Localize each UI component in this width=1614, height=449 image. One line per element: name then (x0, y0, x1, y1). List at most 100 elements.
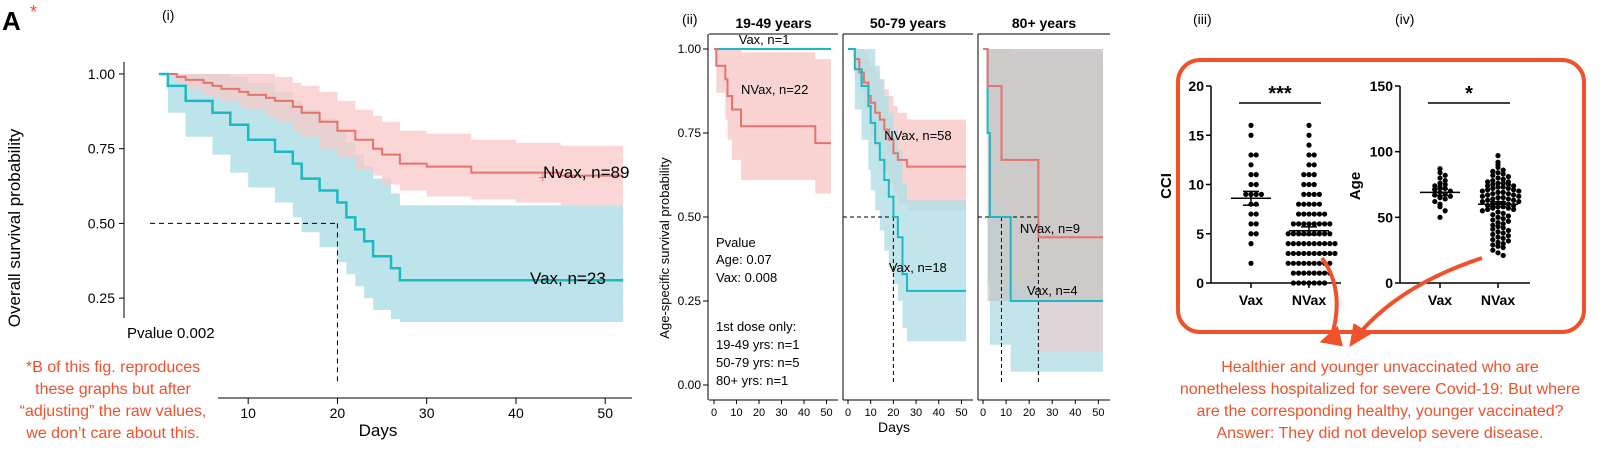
data-point (1495, 164, 1501, 171)
data-point (1253, 172, 1259, 178)
nvax-series-label: NVax, n=58 (884, 128, 951, 143)
nvax-series-label: NVax, n=9 (1020, 221, 1080, 236)
note-line: “adjusting” the raw values, (20, 403, 207, 420)
vax-confidence-band (158, 74, 624, 322)
annotation-arrows (1319, 256, 1483, 347)
x-tick-label: 40 (933, 407, 945, 419)
x-tick-label: 30 (910, 407, 922, 419)
significance-stars: * (1465, 83, 1473, 105)
data-point (1495, 170, 1501, 176)
data-point (1437, 214, 1443, 220)
y-axis-title: Age (1347, 172, 1364, 200)
facet-title: 50-79 years (870, 15, 947, 31)
data-point (1306, 280, 1312, 286)
data-point (1485, 187, 1491, 193)
data-point (1332, 250, 1338, 257)
data-point (1505, 218, 1511, 224)
data-point (1490, 168, 1496, 174)
data-point (1306, 260, 1312, 266)
data-point (1290, 241, 1296, 247)
data-point (1495, 189, 1501, 195)
data-point (1327, 241, 1333, 247)
facet-title: 80+ years (1012, 15, 1076, 31)
data-point (1516, 188, 1522, 194)
data-point (1248, 231, 1254, 237)
data-point (1301, 211, 1307, 217)
data-point (1495, 184, 1501, 190)
data-point (1485, 183, 1491, 189)
x-tick-label: 20 (330, 405, 346, 421)
dose-note-line: 50-79 yrs: n=5 (716, 355, 799, 370)
x-tick-label: 0 (711, 407, 717, 419)
nvax-survival-line (714, 48, 831, 145)
data-point (1495, 239, 1501, 245)
facet-title: 19-49 years (735, 15, 812, 31)
y-tick-label: 0.50 (88, 215, 115, 231)
data-point (1327, 231, 1333, 237)
note-text: *B of this fig. reproduces these graphs … (20, 359, 207, 442)
data-point (1490, 185, 1496, 192)
x-tick-label: 40 (1069, 407, 1081, 419)
data-point (1311, 241, 1317, 247)
data-point (1248, 122, 1254, 128)
y-axis-title: CCI (1158, 173, 1175, 199)
dose-note-line: 19-49 yrs: n=1 (716, 337, 799, 352)
data-point (1301, 231, 1307, 237)
data-point (1301, 172, 1307, 178)
data-point (1511, 183, 1517, 189)
data-point (1485, 206, 1491, 213)
data-point (1437, 170, 1443, 176)
data-point (1442, 181, 1448, 188)
panel-asterisk: * (30, 2, 37, 22)
highlight-box (1176, 58, 1586, 334)
x-tick-label: 20 (887, 407, 899, 419)
data-point (1495, 250, 1501, 256)
data-point (1301, 280, 1307, 286)
y-tick-label: 0.00 (678, 378, 702, 392)
data-point (1248, 211, 1254, 217)
data-point (1495, 229, 1501, 235)
data-point (1495, 175, 1501, 181)
panel-label: (iv) (1395, 11, 1414, 27)
annotation-text: Healthier and younger unvaccinated who a… (1180, 359, 1580, 442)
data-point (1311, 211, 1317, 217)
data-point (1322, 211, 1328, 217)
x-tick-label: 0 (845, 407, 851, 419)
data-point (1285, 260, 1291, 266)
data-point (1322, 221, 1328, 227)
data-point (1306, 172, 1312, 178)
data-point (1311, 172, 1317, 178)
data-point (1243, 191, 1249, 197)
data-point (1490, 247, 1496, 253)
y-tick-label: 5 (1196, 226, 1204, 242)
data-point (1322, 270, 1328, 276)
x-tick-label: 50 (1092, 407, 1104, 419)
y-tick-label: 50 (1377, 209, 1393, 225)
data-point (1316, 250, 1322, 257)
data-point (1511, 192, 1517, 198)
vax-survival-line (158, 72, 624, 282)
data-point (1296, 211, 1302, 217)
x-tick-label: 50 (820, 407, 832, 419)
dose-note-line: 1st dose only: (716, 319, 796, 334)
data-point (1327, 250, 1333, 257)
data-point (1285, 231, 1291, 237)
data-point (1437, 175, 1443, 181)
y-tick-label: 1.00 (678, 42, 702, 56)
data-point (1306, 250, 1312, 257)
data-point (1296, 201, 1302, 207)
data-point (1500, 244, 1506, 251)
data-point (1248, 172, 1254, 178)
nvax-confidence-band (714, 49, 831, 194)
data-point (1290, 250, 1296, 257)
data-point (1505, 181, 1511, 188)
data-point (1311, 201, 1317, 207)
data-point (1316, 201, 1322, 207)
data-point (1490, 231, 1496, 238)
x-tick-label: 30 (1046, 407, 1058, 419)
data-point (1505, 185, 1511, 192)
data-point (1301, 250, 1307, 257)
data-point (1248, 241, 1254, 247)
nvax-survival-line (158, 73, 624, 177)
